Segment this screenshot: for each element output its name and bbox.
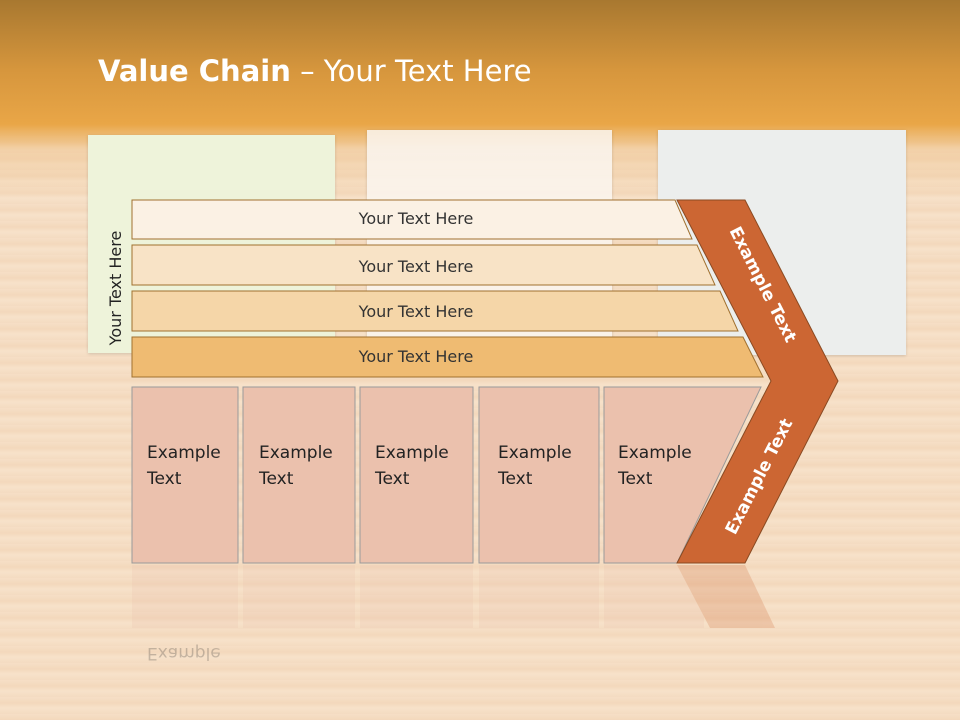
box-3 [359,386,474,564]
box-2-line1: Example [259,443,333,463]
box-4-line1: Example [498,443,572,463]
bar-3 [131,290,739,332]
box-2 [242,386,356,564]
bar-1-label: Your Text Here [358,209,474,228]
box-1 [131,386,239,564]
box-4 [478,386,600,564]
bar-4-label: Your Text Here [358,347,474,366]
box-3-line2: Text [374,469,410,489]
reflection-text: Example [147,643,221,663]
title-rest: – Your Text Here [290,54,532,88]
bar-3-label: Your Text Here [358,302,474,321]
bar-4 [131,336,764,378]
box-4-line2: Text [497,469,533,489]
box-5-line1: Example [618,443,692,463]
bar-1 [131,199,693,240]
reflection-label: Example [147,643,221,663]
bar-2-label: Your Text Here [358,257,474,276]
chevron [676,199,839,564]
box-1-line2: Text [146,469,182,489]
box-5-line2: Text [617,469,653,489]
box-1-line1: Example [147,443,221,463]
box-3-line1: Example [375,443,449,463]
slide-title: Value Chain – Your Text Here [98,54,532,88]
box-2-line2: Text [258,469,294,489]
title-bold: Value Chain [98,54,291,88]
bar-2 [131,244,716,286]
reflection [132,565,775,628]
side-label: Your Text Here [106,231,125,347]
